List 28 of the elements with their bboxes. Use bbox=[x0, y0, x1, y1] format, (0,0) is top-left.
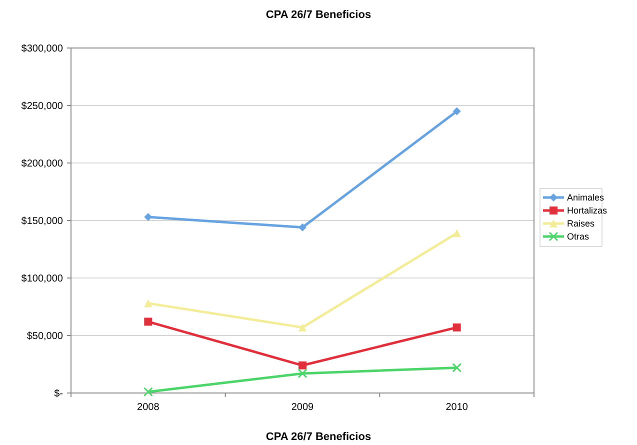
point bbox=[298, 368, 308, 378]
point bbox=[298, 223, 306, 232]
y-tick-label: $150,000 bbox=[21, 216, 64, 227]
point bbox=[452, 107, 461, 116]
point bbox=[452, 229, 461, 238]
x-tick-label: 2009 bbox=[291, 402, 314, 413]
y-tick-label: $50,000 bbox=[26, 331, 64, 342]
point bbox=[298, 323, 306, 332]
y-tick-label: $100,000 bbox=[21, 274, 64, 284]
point bbox=[144, 318, 152, 326]
point bbox=[298, 361, 306, 370]
legend-label: Raises bbox=[567, 218, 596, 229]
y-tick-label: $300,000 bbox=[21, 44, 64, 54]
x-tick-label: 2008 bbox=[137, 402, 160, 413]
y-tick-label: $- bbox=[54, 388, 63, 400]
chart-title: CPA 26/7 Beneficios bbox=[266, 9, 372, 21]
x-tick-label: 2010 bbox=[446, 402, 468, 413]
y-tick-label: $250,000 bbox=[21, 101, 64, 112]
point bbox=[452, 362, 462, 372]
x-axis-title: CPA 26/7 Beneficios bbox=[266, 431, 372, 443]
point bbox=[144, 299, 152, 308]
point bbox=[452, 323, 461, 332]
legend-label: Hortalizas bbox=[567, 206, 608, 216]
point bbox=[144, 213, 152, 222]
y-tick-label: $200,000 bbox=[21, 158, 64, 170]
legend-label: Otras bbox=[567, 232, 590, 242]
point bbox=[143, 387, 153, 397]
legend-label: Animales bbox=[567, 192, 605, 203]
